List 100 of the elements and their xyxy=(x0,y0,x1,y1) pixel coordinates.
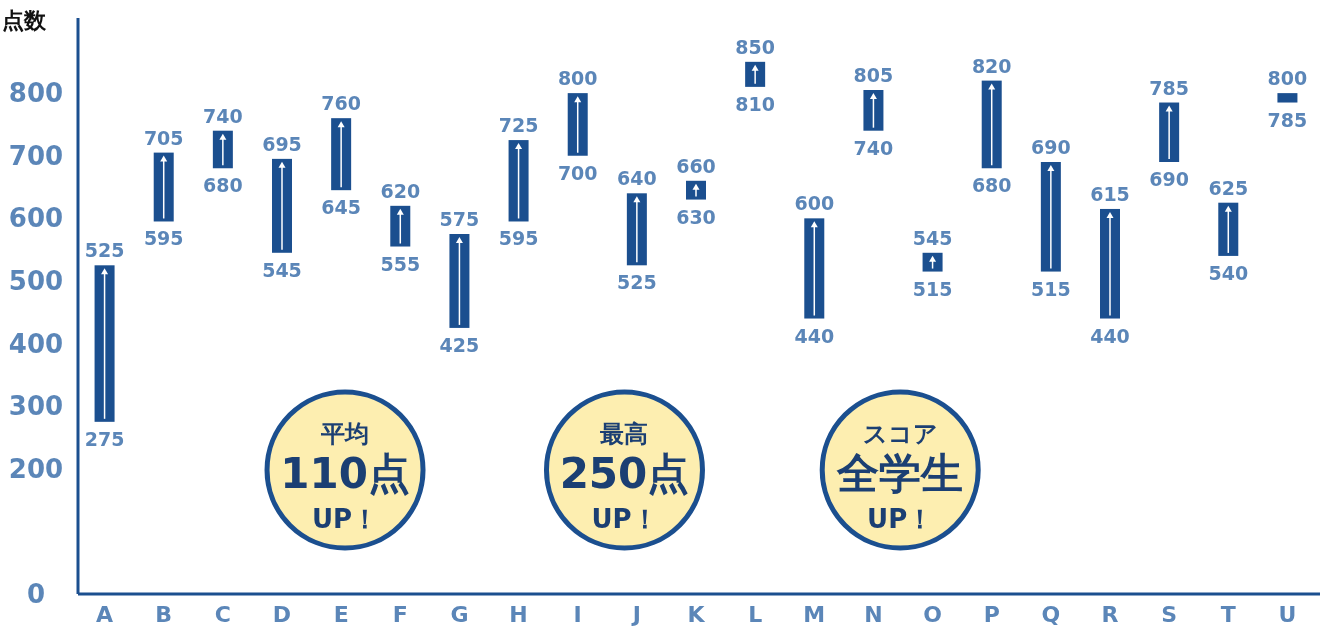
data-label: 805 xyxy=(853,64,894,86)
bar xyxy=(804,218,825,319)
x-tick-label: R xyxy=(1101,602,1119,627)
x-tick-label: P xyxy=(983,602,1000,627)
annotation: 440 xyxy=(1090,324,1130,347)
annotation: 515 xyxy=(912,277,953,300)
annotation: 540 xyxy=(1208,261,1249,284)
x-tick-label: N xyxy=(864,602,883,627)
bar xyxy=(686,180,706,200)
annotation: UP！ xyxy=(311,504,379,534)
x-tick-label: O xyxy=(923,602,942,627)
data-label: 800 xyxy=(1267,67,1308,90)
annotation: 690 xyxy=(1149,168,1189,190)
annotation: UP！ xyxy=(867,504,934,534)
y-tick-label: 600 xyxy=(8,203,64,234)
data-label: 545 xyxy=(912,226,953,249)
x-tick-label: F xyxy=(392,602,408,627)
annotation: 555 xyxy=(380,252,421,275)
bar xyxy=(212,130,233,169)
annotation: スコア xyxy=(862,420,938,448)
annotation: 515 xyxy=(1031,277,1071,300)
x-tick-label: S xyxy=(1161,602,1178,627)
bar xyxy=(508,140,529,222)
x-tick-label: L xyxy=(748,602,763,627)
bar xyxy=(567,93,588,156)
annotation: UP！ xyxy=(591,504,658,534)
data-label: 740 xyxy=(203,104,243,127)
x-tick-label: A xyxy=(96,602,114,627)
data-label: 850 xyxy=(735,35,775,58)
data-label: 640 xyxy=(617,167,657,190)
x-tick-label: T xyxy=(1220,602,1236,627)
y-tick-label: 700 xyxy=(8,140,64,171)
annotation: 680 xyxy=(203,174,243,197)
annotation: 740 xyxy=(853,136,894,159)
y-tick-label: 500 xyxy=(8,265,64,296)
x-tick-label: D xyxy=(272,602,292,627)
data-label: 760 xyxy=(321,92,361,115)
data-label: 625 xyxy=(1208,176,1249,199)
data-label: 615 xyxy=(1090,182,1130,205)
bar xyxy=(449,234,470,328)
annotation: 545 xyxy=(262,258,302,281)
annotation: 425 xyxy=(439,333,480,356)
data-label: 800 xyxy=(557,67,598,90)
bar xyxy=(626,193,647,266)
x-tick-label: K xyxy=(687,602,706,627)
annotation: 110点 xyxy=(280,449,410,498)
y-tick-label: 200 xyxy=(8,453,64,484)
x-tick-label: Q xyxy=(1041,602,1061,627)
bar xyxy=(94,265,115,422)
data-label: 725 xyxy=(498,114,539,137)
bar xyxy=(331,118,352,191)
bar xyxy=(1040,162,1061,272)
x-tick-label: J xyxy=(630,602,641,627)
x-tick-label: M xyxy=(803,602,826,627)
data-label: 695 xyxy=(262,132,302,155)
data-label: 620 xyxy=(380,179,421,202)
annotation: 250点 xyxy=(559,449,690,498)
bar xyxy=(153,152,174,222)
annotation: 440 xyxy=(794,324,835,347)
bar xyxy=(981,80,1002,169)
annotation: 全学生 xyxy=(836,449,964,498)
x-tick-label: I xyxy=(573,602,582,627)
annotation: 平均 xyxy=(320,420,370,448)
x-tick-label: E xyxy=(333,602,349,627)
y-tick-label: 0 xyxy=(26,579,46,609)
y-tick-label: 800 xyxy=(8,78,64,109)
x-tick-label: H xyxy=(509,602,528,627)
data-label: 690 xyxy=(1031,136,1071,158)
annotation: 最高 xyxy=(599,420,649,448)
data-label: 785 xyxy=(1149,76,1189,99)
annotation: 680 xyxy=(971,174,1012,197)
data-label: 575 xyxy=(439,208,480,230)
y-axis-title: 点数 xyxy=(2,8,47,33)
annotation: 630 xyxy=(676,205,716,228)
bar xyxy=(272,158,292,253)
bar xyxy=(1159,102,1180,162)
bar xyxy=(1218,202,1239,256)
bar xyxy=(863,90,884,131)
annotation: 595 xyxy=(498,227,539,250)
y-tick-label: 300 xyxy=(8,391,64,422)
bar xyxy=(390,205,411,247)
bar xyxy=(922,252,943,272)
y-tick-label: 400 xyxy=(8,328,64,359)
annotation: 810 xyxy=(735,92,775,115)
x-tick-label: G xyxy=(450,602,469,627)
data-label: 600 xyxy=(794,192,835,215)
data-label: 820 xyxy=(971,54,1012,77)
x-tick-label: C xyxy=(214,602,231,627)
data-label: 525 xyxy=(84,239,125,262)
annotation: 785 xyxy=(1267,108,1308,131)
data-label: 660 xyxy=(676,154,716,177)
data-label: 705 xyxy=(143,126,184,149)
annotation: 645 xyxy=(321,196,361,219)
annotation: 525 xyxy=(617,271,657,294)
bar xyxy=(1277,93,1298,103)
x-tick-label: B xyxy=(155,602,173,627)
bar xyxy=(1100,208,1120,319)
annotation: 700 xyxy=(557,161,598,184)
x-tick-label: U xyxy=(1278,602,1297,627)
annotation: 595 xyxy=(143,227,184,250)
